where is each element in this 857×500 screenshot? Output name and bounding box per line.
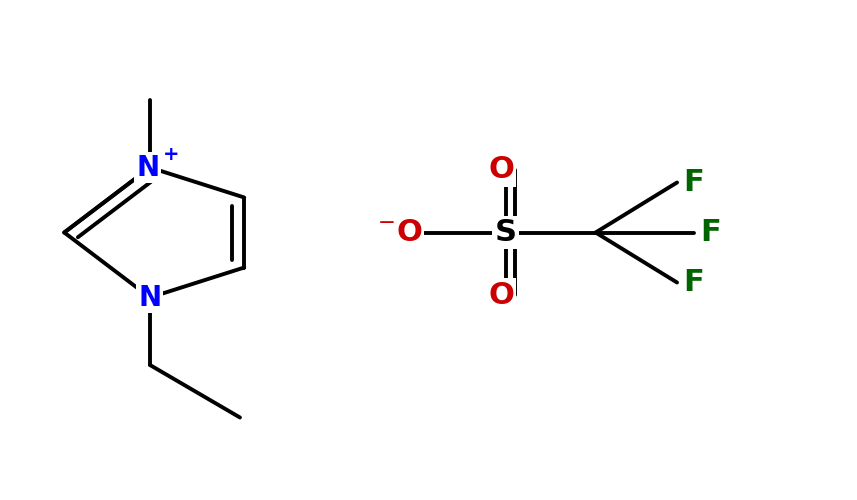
Text: F: F — [683, 268, 704, 297]
Text: O: O — [488, 156, 514, 184]
Text: O: O — [488, 280, 514, 310]
Text: +: + — [163, 144, 179, 164]
Text: N: N — [136, 154, 159, 182]
Text: N: N — [139, 284, 161, 312]
Text: F: F — [700, 218, 721, 247]
Text: $^{-}$O: $^{-}$O — [377, 218, 423, 247]
Text: F: F — [683, 168, 704, 197]
Text: S: S — [494, 218, 517, 247]
